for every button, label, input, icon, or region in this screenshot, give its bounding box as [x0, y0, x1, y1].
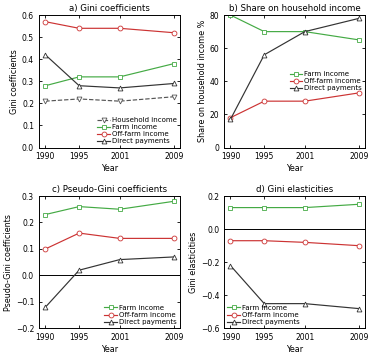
Y-axis label: Gini coefficients: Gini coefficients — [10, 49, 19, 114]
Farm income — [117, 207, 122, 211]
Household income — [117, 99, 122, 103]
Farm income — [303, 205, 307, 210]
Off-farm income — [357, 91, 361, 95]
Direct payments — [172, 255, 176, 259]
Farm income — [172, 199, 176, 203]
Line: Off-farm income: Off-farm income — [43, 231, 176, 251]
Off-farm income — [117, 236, 122, 241]
Off-farm income — [77, 231, 81, 235]
X-axis label: Year: Year — [101, 345, 118, 354]
Title: a) Gini coefficients: a) Gini coefficients — [69, 4, 150, 13]
Off-farm income — [357, 243, 361, 248]
Legend: Household income, Farm income, Off-farm income, Direct payments: Household income, Farm income, Off-farm … — [96, 116, 178, 145]
X-axis label: Year: Year — [286, 164, 303, 173]
Direct payments — [43, 305, 48, 309]
Direct payments — [43, 53, 48, 57]
Farm income — [262, 29, 266, 34]
Legend: Farm income, Off-farm income, Direct payments: Farm income, Off-farm income, Direct pay… — [288, 70, 363, 93]
Direct payments — [262, 301, 266, 306]
Line: Direct payments: Direct payments — [228, 16, 361, 122]
Farm income — [77, 204, 81, 209]
Direct payments — [117, 257, 122, 262]
Off-farm income — [117, 26, 122, 30]
Farm income — [262, 205, 266, 210]
Y-axis label: Share on household income %: Share on household income % — [198, 20, 207, 142]
Direct payments — [262, 53, 266, 57]
Line: Farm income: Farm income — [228, 202, 361, 210]
Farm income — [77, 75, 81, 79]
Line: Household income: Household income — [43, 94, 176, 103]
Off-farm income — [77, 26, 81, 30]
Off-farm income — [43, 20, 48, 24]
Household income — [43, 99, 48, 103]
Direct payments — [172, 81, 176, 86]
Direct payments — [303, 29, 307, 34]
Direct payments — [357, 16, 361, 20]
Farm income — [117, 75, 122, 79]
Off-farm income — [262, 238, 266, 243]
Title: d) Gini elasticities: d) Gini elasticities — [256, 185, 333, 194]
Direct payments — [303, 301, 307, 306]
Farm income — [228, 205, 233, 210]
X-axis label: Year: Year — [286, 345, 303, 354]
X-axis label: Year: Year — [101, 164, 118, 173]
Y-axis label: Gini elasticities: Gini elasticities — [189, 232, 198, 293]
Direct payments — [228, 263, 233, 268]
Legend: Farm income, Off-farm income, Direct payments: Farm income, Off-farm income, Direct pay… — [103, 304, 178, 326]
Farm income — [172, 62, 176, 66]
Off-farm income — [303, 99, 307, 103]
Line: Direct payments: Direct payments — [43, 255, 176, 310]
Line: Off-farm income: Off-farm income — [228, 91, 361, 120]
Title: b) Share on household income: b) Share on household income — [229, 4, 361, 13]
Legend: Farm income, Off-farm income, Direct payments: Farm income, Off-farm income, Direct pay… — [226, 304, 301, 326]
Farm income — [43, 212, 48, 217]
Off-farm income — [172, 236, 176, 241]
Direct payments — [228, 117, 233, 121]
Off-farm income — [262, 99, 266, 103]
Farm income — [303, 29, 307, 34]
Off-farm income — [228, 238, 233, 243]
Line: Off-farm income: Off-farm income — [43, 19, 176, 35]
Off-farm income — [172, 30, 176, 35]
Direct payments — [77, 83, 81, 88]
Farm income — [357, 38, 361, 42]
Farm income — [228, 13, 233, 17]
Line: Off-farm income: Off-farm income — [228, 238, 361, 248]
Off-farm income — [43, 247, 48, 251]
Farm income — [43, 83, 48, 88]
Household income — [172, 95, 176, 99]
Line: Farm income: Farm income — [43, 199, 176, 217]
Direct payments — [117, 86, 122, 90]
Line: Farm income: Farm income — [43, 61, 176, 88]
Direct payments — [77, 268, 81, 272]
Household income — [77, 97, 81, 101]
Line: Farm income: Farm income — [228, 13, 361, 42]
Y-axis label: Pseudo-Gini coefficients: Pseudo-Gini coefficients — [4, 214, 13, 311]
Title: c) Pseudo-Gini coefficients: c) Pseudo-Gini coefficients — [52, 185, 167, 194]
Line: Direct payments: Direct payments — [43, 52, 176, 90]
Farm income — [357, 202, 361, 207]
Off-farm income — [303, 240, 307, 245]
Direct payments — [357, 306, 361, 311]
Off-farm income — [228, 116, 233, 120]
Line: Direct payments: Direct payments — [228, 263, 361, 311]
